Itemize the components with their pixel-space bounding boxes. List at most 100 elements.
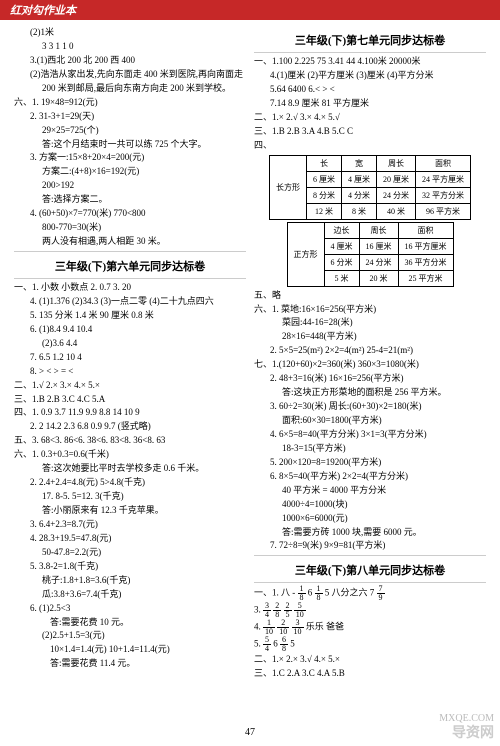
brand-sub: 作业本 bbox=[43, 5, 76, 17]
text-line: 一、1. 小数 小数点 2. 0.7 3. 20 bbox=[14, 281, 246, 295]
text-line: 3. 方案一:15×8+20×4=200(元) bbox=[14, 151, 246, 165]
text-line: 4. 6×5=8=40(平方分米) 3×1=3(平方分米) bbox=[254, 428, 486, 442]
text-line: 2. 2.4+2.4=4.8(元) 5>4.8(千克) bbox=[14, 476, 246, 490]
table-rectangle: 长方形 长 宽 周长 面积 6 厘米4 厘米20 厘米24 平方厘米 8 分米4… bbox=[269, 155, 471, 220]
text-line: 三、1.B 2.B 3.A 4.B 5.C C bbox=[254, 125, 486, 139]
text-line: 答:需要花费 10 元。 bbox=[14, 616, 246, 630]
table-label: 长方形 bbox=[270, 155, 307, 219]
text-line: 2. 2 14.2 2.3 6.8 0.9 9.7 (竖式略) bbox=[14, 420, 246, 434]
text-line: 六、1. 菜地:16×16=256(平方米) bbox=[254, 303, 486, 317]
text-line: 2. 5×5=25(m²) 2×2=4(m²) 25-4=21(m²) bbox=[254, 344, 486, 358]
text-line: 800-770=30(米) bbox=[14, 221, 246, 235]
text-line: 40 平方米 = 4000 平方分米 bbox=[254, 484, 486, 498]
text-line: 答:需要花费 11.4 元。 bbox=[14, 657, 246, 671]
text-line: 200>192 bbox=[14, 179, 246, 193]
text-line: 2. 48+3=16(米) 16×16=256(平方米) bbox=[254, 372, 486, 386]
divider bbox=[14, 278, 246, 279]
text-line: 答:这块正方形菜地的面积是 256 平方米。 bbox=[254, 386, 486, 400]
text-line: 4. (1)1.376 (2)34.3 (3)一点二零 (4)二十九点四六 bbox=[14, 295, 246, 309]
fraction: 18 bbox=[298, 585, 306, 602]
fraction-line: 4. 110 210 310 乐乐 爸爸 bbox=[254, 619, 486, 636]
section-title-8: 三年级(下)第八单元同步达标卷 bbox=[254, 562, 486, 578]
text-line: 两人没有相遇,两人相距 30 米。 bbox=[14, 235, 246, 249]
divider bbox=[254, 582, 486, 583]
right-column: 三年级(下)第七单元同步达标卷 一、1.100 2.225 75 3.41 44… bbox=[250, 26, 490, 681]
fraction: 79 bbox=[377, 585, 385, 602]
text-line: 三、1.B 2.B 3.C 4.C 5.A bbox=[14, 393, 246, 407]
section-title-6: 三年级(下)第六单元同步达标卷 bbox=[14, 258, 246, 274]
text-line: 菜园:44-16=28(米) bbox=[254, 316, 486, 330]
fraction: 25 bbox=[284, 602, 292, 619]
text-line: 桃子:1.8+1.8=3.6(千克) bbox=[14, 574, 246, 588]
text-line: 5. 135 分米 1.4 米 90 厘米 0.8 米 bbox=[14, 309, 246, 323]
text-line: 5. 200×120=8=19200(平方米) bbox=[254, 456, 486, 470]
header-bar: 红对勾作业本 bbox=[0, 0, 500, 20]
fraction-line: 5. 54 6 68 5 bbox=[254, 636, 486, 653]
text-line: 3.(1)西北 200 北 200 西 400 bbox=[14, 54, 246, 68]
text-line: 6. (1)2.5<3 bbox=[14, 602, 246, 616]
text-line: 五、3. 68<3. 86<6. 38<6. 83<8. 36<8. 63 bbox=[14, 434, 246, 448]
fraction: 310 bbox=[292, 619, 304, 636]
text-line: 18-3=15(平方米) bbox=[254, 442, 486, 456]
table-square: 正方形 边长 周长 面积 4 厘米16 厘米16 平方厘米 6 分米24 分米3… bbox=[287, 222, 454, 287]
text-line: 三、1.C 2.A 3.C 4.A 5.B bbox=[254, 667, 486, 681]
text-line: 3 3 1 1 0 bbox=[14, 40, 246, 54]
text-line: 200 米到邮局,最后向东南方向走 200 米到学校。 bbox=[14, 82, 246, 96]
fraction-line: 3. 34 28 25 510 bbox=[254, 602, 486, 619]
text-line: 答:这次她要比平时去学校多走 0.6 千米。 bbox=[14, 462, 246, 476]
text-line: 七、1.(120+60)×2=360(米) 360×3=1080(米) bbox=[254, 358, 486, 372]
text-line: 4. (60+50)×7=770(米) 770<800 bbox=[14, 207, 246, 221]
text-line: 29×25=725(个) bbox=[14, 124, 246, 138]
text-line: 答:小丽原来有 12.3 千克苹果。 bbox=[14, 504, 246, 518]
fraction: 68 bbox=[280, 636, 288, 653]
text-line: 2. 31-3+1=29(天) bbox=[14, 110, 246, 124]
label-four: 四、 bbox=[254, 139, 486, 153]
text-line: 4. 28.3+19.5=47.8(元) bbox=[14, 532, 246, 546]
text-line: 5. 3.8-2=1.8(千克) bbox=[14, 560, 246, 574]
text-line: 4000÷4=1000(块) bbox=[254, 498, 486, 512]
text-line: 答:需要方砖 1000 块,需要 6000 元。 bbox=[254, 526, 486, 540]
table-label: 正方形 bbox=[287, 222, 324, 286]
fraction: 34 bbox=[263, 602, 271, 619]
divider bbox=[254, 52, 486, 53]
section-title-7: 三年级(下)第七单元同步达标卷 bbox=[254, 32, 486, 48]
text-line: 一、1.100 2.225 75 3.41 44 4.100米 20000米 bbox=[254, 55, 486, 69]
fraction: 54 bbox=[263, 636, 271, 653]
text-line: 3. 60÷2=30(米) 周长:(60+30)×2=180(米) bbox=[254, 400, 486, 414]
text-line: 六、1. 0.3+0.3=0.6(千米) bbox=[14, 448, 246, 462]
text-line: 7.14 8.9 厘米 81 平方厘米 bbox=[254, 97, 486, 111]
text-line: 二、1.× 2.× 3.√ 4.× 5.× bbox=[254, 653, 486, 667]
text-line: 50-47.8=2.2(元) bbox=[14, 546, 246, 560]
text-line: 8. > < > = < bbox=[14, 365, 246, 379]
text-line: 答:选择方案二。 bbox=[14, 193, 246, 207]
text-line: 4.(1)厘米 (2)平方厘米 (3)厘米 (4)平方分米 bbox=[254, 69, 486, 83]
divider bbox=[14, 251, 246, 252]
fraction: 18 bbox=[315, 585, 323, 602]
text-line: 六、1. 19×48=912(元) bbox=[14, 96, 246, 110]
fraction: 28 bbox=[273, 602, 281, 619]
text-line: 二、1.√ 2.× 3.× 4.× 5.× bbox=[14, 379, 246, 393]
text-line: 5.64 6400 6.< > < bbox=[254, 83, 486, 97]
fraction: 210 bbox=[277, 619, 289, 636]
left-column: (2)1米3 3 1 1 03.(1)西北 200 北 200 西 400(2)… bbox=[10, 26, 250, 681]
text-line: 五、略 bbox=[254, 289, 486, 303]
brand: 红对勾 bbox=[10, 5, 43, 17]
text-line: 28×16=448(平方米) bbox=[254, 330, 486, 344]
text-line: 10×1.4=1.4(元) 10+1.4=11.4(元) bbox=[14, 643, 246, 657]
text-line: 3. 6.4+2.3=8.7(元) bbox=[14, 518, 246, 532]
text-line: 四、1. 0.9 3.7 11.9 9.9 8.8 14 10 9 bbox=[14, 406, 246, 420]
text-line: 面积:60×30=1800(平方米) bbox=[254, 414, 486, 428]
text-line: 二、1.× 2.√ 3.× 4.× 5.√ bbox=[254, 111, 486, 125]
text-line: (2)浩浩从家出发,先向东面走 400 米到医院,再向南面走 bbox=[14, 68, 246, 82]
text-line: 7. 72÷8=9(米) 9×9=81(平方米) bbox=[254, 539, 486, 553]
text-line: 方案二:(4+8)×16=192(元) bbox=[14, 165, 246, 179]
watermark: 导资网 bbox=[452, 722, 494, 742]
text-line: 瓜:3.8+3.6=7.4(千克) bbox=[14, 588, 246, 602]
text-line: (2)2.5+1.5=3(元) bbox=[14, 629, 246, 643]
text-line: 答:这个月结束时一共可以练 725 个大字。 bbox=[14, 138, 246, 152]
page-number: 47 bbox=[0, 727, 500, 738]
fraction: 110 bbox=[263, 619, 275, 636]
text-line: (2)1米 bbox=[14, 26, 246, 40]
text-line: 7. 6.5 1.2 10 4 bbox=[14, 351, 246, 365]
text-line: 6. 8×5=40(平方米) 2×2=4(平方分米) bbox=[254, 470, 486, 484]
